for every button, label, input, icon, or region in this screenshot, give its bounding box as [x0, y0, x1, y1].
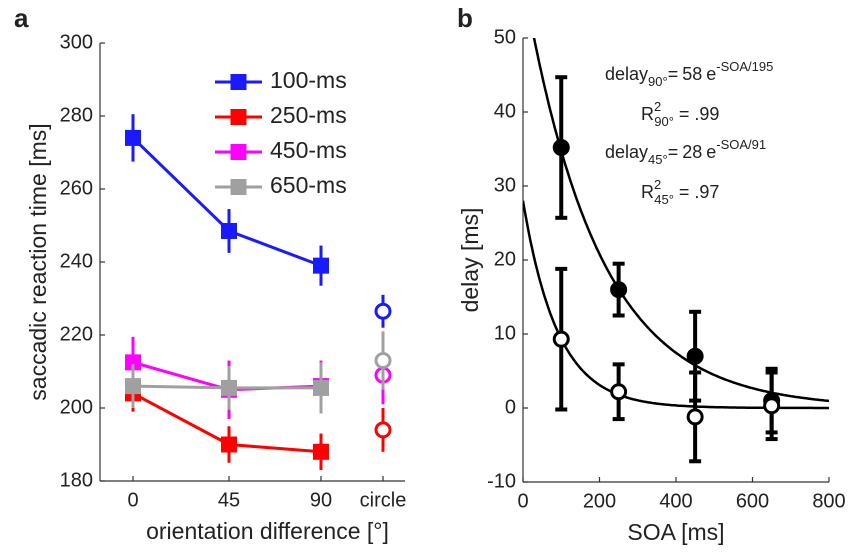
r2-sup: 2	[654, 99, 661, 114]
fit-curve	[523, 200, 829, 410]
r2-sup: 2	[654, 177, 661, 192]
y-axis-label: saccadic reaction time [ms]	[25, 123, 51, 400]
x-tick-label: 400	[659, 490, 692, 512]
marker	[221, 436, 237, 453]
marker	[610, 383, 628, 401]
x-axis-label: SOA [ms]	[627, 519, 724, 545]
eq-part: e	[706, 142, 716, 162]
x-tick-label: 200	[583, 490, 616, 512]
fit-equation: delay45°= 28 e-SOA/91	[605, 137, 766, 167]
y-tick-label: 300	[60, 31, 93, 53]
marker	[125, 129, 141, 146]
y-tick-label: 180	[60, 469, 93, 491]
eq-sup: 91	[752, 137, 766, 152]
marker	[125, 378, 141, 395]
panel-label: b	[457, 3, 473, 33]
marker	[221, 222, 237, 239]
marker	[125, 354, 141, 371]
x-axis-label: orientation difference [°]	[146, 518, 389, 544]
fit-curve	[532, 38, 829, 403]
y-tick-label: 10	[494, 322, 516, 344]
eq-part: e	[706, 64, 716, 84]
marker	[313, 443, 329, 460]
marker	[610, 281, 628, 299]
y-tick-label: 20	[494, 248, 516, 270]
marker	[221, 379, 237, 396]
r2-part: = .97	[679, 182, 720, 202]
legend-marker	[230, 144, 247, 160]
eq-sub: 90°	[648, 74, 668, 89]
x-tick-label: 0	[127, 489, 138, 511]
legend-marker	[230, 179, 247, 195]
r2-sub: 45°	[654, 192, 674, 207]
y-tick-label: 260	[60, 177, 93, 199]
y-tick-label: 40	[494, 100, 516, 122]
eq-part: =	[668, 64, 679, 84]
series-line	[228, 229, 322, 268]
y-tick-label: 220	[60, 323, 93, 345]
legend-marker	[230, 74, 247, 90]
eq-sup: -SOA/	[716, 59, 752, 74]
y-tick-label: -10	[487, 470, 516, 492]
y-tick-label: 50	[494, 26, 516, 48]
eq-sup: -SOA/	[716, 137, 752, 152]
r2-sub: 90°	[654, 114, 674, 129]
marker	[374, 302, 392, 320]
y-axis-label: delay [ms]	[457, 208, 483, 313]
eq-amplitude: 28	[682, 142, 702, 162]
series-line	[132, 384, 230, 390]
x-tick-label: 90	[310, 489, 332, 511]
r2-part: R	[641, 182, 654, 202]
marker	[313, 379, 329, 396]
marker	[374, 352, 392, 370]
eq-sub: 45°	[648, 152, 668, 167]
series-line	[228, 443, 322, 454]
eq-amplitude: 58	[682, 64, 702, 84]
legend-label: 450-ms	[270, 137, 347, 163]
eq-part: delay	[605, 142, 648, 162]
series-line	[131, 136, 231, 233]
marker	[552, 139, 570, 157]
eq-part: =	[668, 142, 679, 162]
x-tick-label: 800	[812, 490, 845, 512]
legend-marker	[230, 109, 247, 125]
x-tick-label: 600	[736, 490, 769, 512]
y-tick-label: 200	[60, 396, 93, 418]
series-line	[132, 360, 230, 392]
fit-r2: R2 45° = .97	[641, 177, 719, 207]
x-tick-label: 45	[218, 489, 240, 511]
marker	[374, 421, 392, 439]
legend-label: 250-ms	[270, 102, 347, 128]
x-tick-label: 0	[517, 490, 528, 512]
panel-label: a	[14, 3, 29, 33]
marker	[313, 257, 329, 274]
legend-label: 650-ms	[270, 172, 347, 198]
fit-r2: R2 90° = .99	[641, 99, 719, 129]
marker	[763, 397, 781, 415]
eq-sup: 195	[752, 59, 774, 74]
y-tick-label: 0	[505, 396, 516, 418]
r2-part: R	[641, 104, 654, 124]
eq-part: delay	[605, 64, 648, 84]
legend-label: 100-ms	[270, 67, 347, 93]
y-tick-label: 30	[494, 174, 516, 196]
y-tick-label: 240	[60, 250, 93, 272]
fit-equation: delay90°= 58 e-SOA/195	[605, 59, 773, 89]
marker	[686, 408, 704, 426]
series-line	[132, 392, 230, 446]
r2-part: = .99	[679, 104, 720, 124]
marker	[552, 330, 570, 348]
x-tick-label: circle	[360, 489, 407, 511]
marker	[686, 347, 704, 365]
y-tick-label: 280	[60, 104, 93, 126]
